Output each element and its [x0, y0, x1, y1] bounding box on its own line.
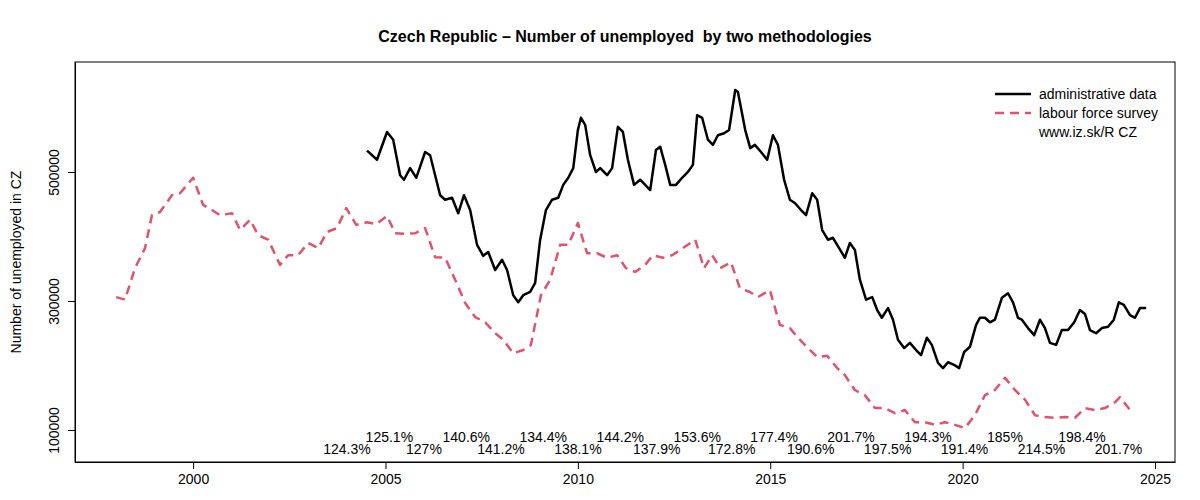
y-axis-title: Number of unemployed in CZ	[8, 170, 24, 353]
annotations: 124.3%125.1%127%140.6%141.2%134.4%138.1%…	[323, 429, 1142, 457]
ratio-label: 138.1%	[554, 441, 601, 457]
x-tick-mark	[770, 462, 771, 469]
series-line	[367, 90, 1146, 368]
x-tick-label: 2025	[1140, 471, 1171, 487]
chart: Czech Republic – Number of unemployed by…	[0, 0, 1200, 500]
x-tick-mark	[1155, 462, 1156, 469]
plot-frame	[75, 62, 1175, 462]
x-axis: 2000 2005 2010 2015 2020 2025	[76, 462, 1176, 487]
y-tick: 500000	[46, 149, 75, 196]
ratio-label: 201.7%	[1095, 441, 1142, 457]
ratio-label: 172.8%	[708, 441, 755, 457]
y-tick-label: 100000	[46, 407, 62, 454]
plot-area	[116, 90, 1146, 428]
x-tick-label: 2015	[755, 471, 786, 487]
series-line	[116, 178, 1130, 428]
y-tick: 100000	[46, 407, 75, 454]
ratio-label: 127%	[406, 441, 442, 457]
legend: administrative data labour force survey ww…	[995, 86, 1158, 140]
ratio-label: 124.3%	[323, 441, 370, 457]
y-axis: 100000 300000 500000	[46, 63, 76, 463]
legend-swatch	[995, 93, 1031, 96]
x-tick-label: 2000	[178, 471, 209, 487]
y-tick-label: 500000	[46, 149, 62, 196]
x-tick-label: 2005	[370, 471, 401, 487]
ratio-label: 141.2%	[477, 441, 524, 457]
y-tick-label: 300000	[46, 278, 62, 325]
x-tick: 2010	[563, 462, 594, 487]
y-tick: 300000	[46, 278, 75, 325]
y-tick-mark	[68, 301, 75, 302]
x-tick: 2020	[948, 462, 979, 487]
ratio-label: 191.4%	[941, 441, 988, 457]
x-tick-label: 2020	[948, 471, 979, 487]
title: Czech Republic – Number of unemployed by…	[378, 28, 871, 45]
x-tick-mark	[193, 462, 194, 469]
source-note: www.iz.sk/R CZ	[1038, 124, 1137, 140]
x-tick-mark	[578, 462, 579, 469]
legend-swatch	[995, 112, 1031, 115]
x-tick-mark	[385, 462, 386, 469]
y-tick-mark	[68, 172, 75, 173]
x-tick: 2000	[178, 462, 209, 487]
x-tick: 2025	[1140, 462, 1171, 487]
x-tick-mark	[963, 462, 964, 469]
x-tick-label: 2010	[563, 471, 594, 487]
y-tick-mark	[68, 430, 75, 431]
x-tick: 2005	[370, 462, 401, 487]
x-tick: 2015	[755, 462, 786, 487]
legend-label: labour force survey	[1039, 105, 1158, 121]
legend-label: administrative data	[1039, 86, 1157, 102]
